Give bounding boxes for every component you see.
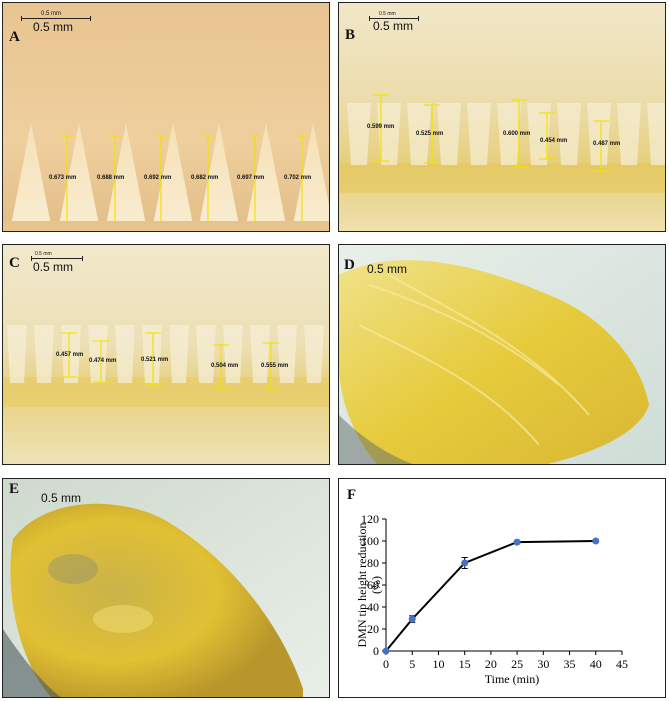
scale-big-label: 0.5 mm — [373, 19, 414, 33]
measurement-label: 0.525 mm — [416, 131, 444, 137]
x-tick-label: 5 — [409, 657, 415, 671]
panel-d-photo — [339, 245, 665, 464]
scale-small-label: 0.5 mm — [379, 11, 396, 17]
microneedle-cone — [153, 123, 193, 225]
panel-c: C 0.5 mm 0.5 mm 0.457 mm 0.474 mm 0.521 … — [2, 244, 330, 465]
measurement-label: 0.474 mm — [89, 358, 117, 364]
panel-b: B 0.5 mm 0.5 mm 0.599 mm 0.525 mm 0.600 … — [338, 2, 666, 232]
panel-c-letter: C — [9, 255, 20, 271]
measurement-label: 0.457 mm — [56, 352, 84, 358]
microneedle-cone — [467, 103, 491, 165]
panel-e-letter: E — [9, 481, 20, 497]
y-tick-label: 40 — [367, 600, 379, 614]
measurement-label: 0.487 mm — [593, 141, 621, 147]
data-point — [592, 537, 600, 545]
scale-bar-b: 0.5 mm 0.5 mm — [369, 11, 419, 33]
microneedle-cone — [142, 325, 162, 383]
y-tick-label: 0 — [373, 644, 379, 658]
microneedle-cone — [61, 325, 81, 383]
x-tick-label: 10 — [432, 657, 444, 671]
panel-a-photo — [3, 3, 329, 231]
microneedle-cone — [647, 103, 665, 165]
scale-big-label: 0.5 mm — [41, 491, 82, 505]
scale-big-label: 0.5 mm — [33, 260, 74, 274]
panel-d: D 0.5 mm — [338, 244, 666, 465]
panel-d-letter: D — [344, 257, 355, 273]
y-tick-label: 120 — [361, 512, 379, 526]
y-tick-label: 60 — [367, 578, 379, 592]
microneedle-cone — [250, 325, 270, 383]
microneedle-cone — [199, 123, 239, 225]
microneedle-cone — [437, 103, 461, 165]
data-point — [513, 538, 521, 546]
microneedle-cone — [407, 103, 431, 165]
x-tick-label: 45 — [616, 657, 628, 671]
panel-a-letter: A — [9, 29, 20, 45]
microneedle-cone — [11, 123, 51, 225]
microneedle-cone — [115, 325, 135, 383]
y-tick-label: 100 — [361, 534, 379, 548]
measurement-label: 0.599 mm — [367, 124, 395, 130]
y-tick-label: 20 — [367, 622, 379, 636]
y-axis-label: DMN tip height reduction(%) — [355, 523, 383, 648]
microneedle-cone — [304, 325, 324, 383]
panel-e-photo — [3, 479, 329, 697]
measurement-label: 0.504 mm — [211, 363, 239, 369]
microneedle-cone — [169, 325, 189, 383]
measurement-label: 0.702 mm — [284, 175, 312, 181]
microneedle-cone — [557, 103, 581, 165]
microneedle-cone — [88, 325, 108, 383]
microneedle-cone — [196, 325, 216, 383]
scale-big-label: 0.5 mm — [33, 20, 74, 34]
microneedle-cone — [223, 325, 243, 383]
y-tick-label: 80 — [367, 556, 379, 570]
scale-small-label: 0.5 mm — [41, 11, 62, 17]
measurement-label: 0.697 mm — [237, 175, 265, 181]
x-tick-label: 20 — [485, 657, 497, 671]
measurement-label: 0.692 mm — [144, 175, 172, 181]
panel-f: F 0 20 40 60 80 100 120 0 5 10 15 20 25 30 35 40 45 Time … — [338, 478, 666, 698]
x-tick-label: 0 — [383, 657, 389, 671]
scale-bar-a: 0.5 mm 0.5 mm — [21, 11, 91, 34]
microneedle-cone — [7, 325, 27, 383]
measurement-label: 0.555 mm — [261, 363, 289, 369]
x-tick-label: 25 — [511, 657, 523, 671]
series-line — [385, 540, 596, 652]
measurement-label: 0.521 mm — [141, 357, 169, 363]
measurement-label: 0.673 mm — [49, 175, 77, 181]
panel-f-letter: F — [347, 487, 357, 503]
x-tick-label: 40 — [590, 657, 602, 671]
panel-c-photo — [3, 245, 329, 464]
tip-height-chart: 0 20 40 60 80 100 120 0 5 10 15 20 25 30 35 40 45 Time (m… — [355, 512, 628, 686]
panel-b-photo — [339, 3, 665, 231]
scale-small-label: 0.5 mm — [35, 251, 52, 257]
microneedle-cone — [277, 325, 297, 383]
measurement-label: 0.688 mm — [97, 175, 125, 181]
microneedle-cone — [59, 123, 99, 225]
microneedle-cone — [587, 103, 611, 165]
data-point — [408, 615, 416, 623]
panel-b-letter: B — [345, 27, 356, 43]
measurement-label: 0.600 mm — [503, 131, 531, 137]
microneedle-cone — [106, 123, 146, 225]
panel-e: E 0.5 mm — [2, 478, 330, 698]
measurement-label: 0.682 mm — [191, 175, 219, 181]
microneedle-cone — [497, 103, 521, 165]
x-tick-label: 35 — [564, 657, 576, 671]
scale-big-label: 0.5 mm — [367, 262, 408, 276]
x-axis-label: Time (min) — [485, 672, 540, 686]
microneedle-cone — [377, 103, 401, 165]
microneedle-cone — [617, 103, 641, 165]
microneedle-cone — [527, 103, 551, 165]
microneedle-cone — [246, 123, 286, 225]
scale-bar-c: 0.5 mm 0.5 mm — [31, 251, 83, 274]
measurement-label: 0.454 mm — [540, 138, 568, 144]
microneedle-cone — [34, 325, 54, 383]
data-point — [382, 647, 390, 655]
x-tick-label: 30 — [537, 657, 549, 671]
panel-a: A 0.5 mm 0.5 mm 0.673 mm 0.688 mm 0.692 … — [2, 2, 330, 232]
data-point — [461, 559, 469, 567]
x-tick-label: 15 — [459, 657, 471, 671]
microneedle-cone — [347, 103, 371, 165]
